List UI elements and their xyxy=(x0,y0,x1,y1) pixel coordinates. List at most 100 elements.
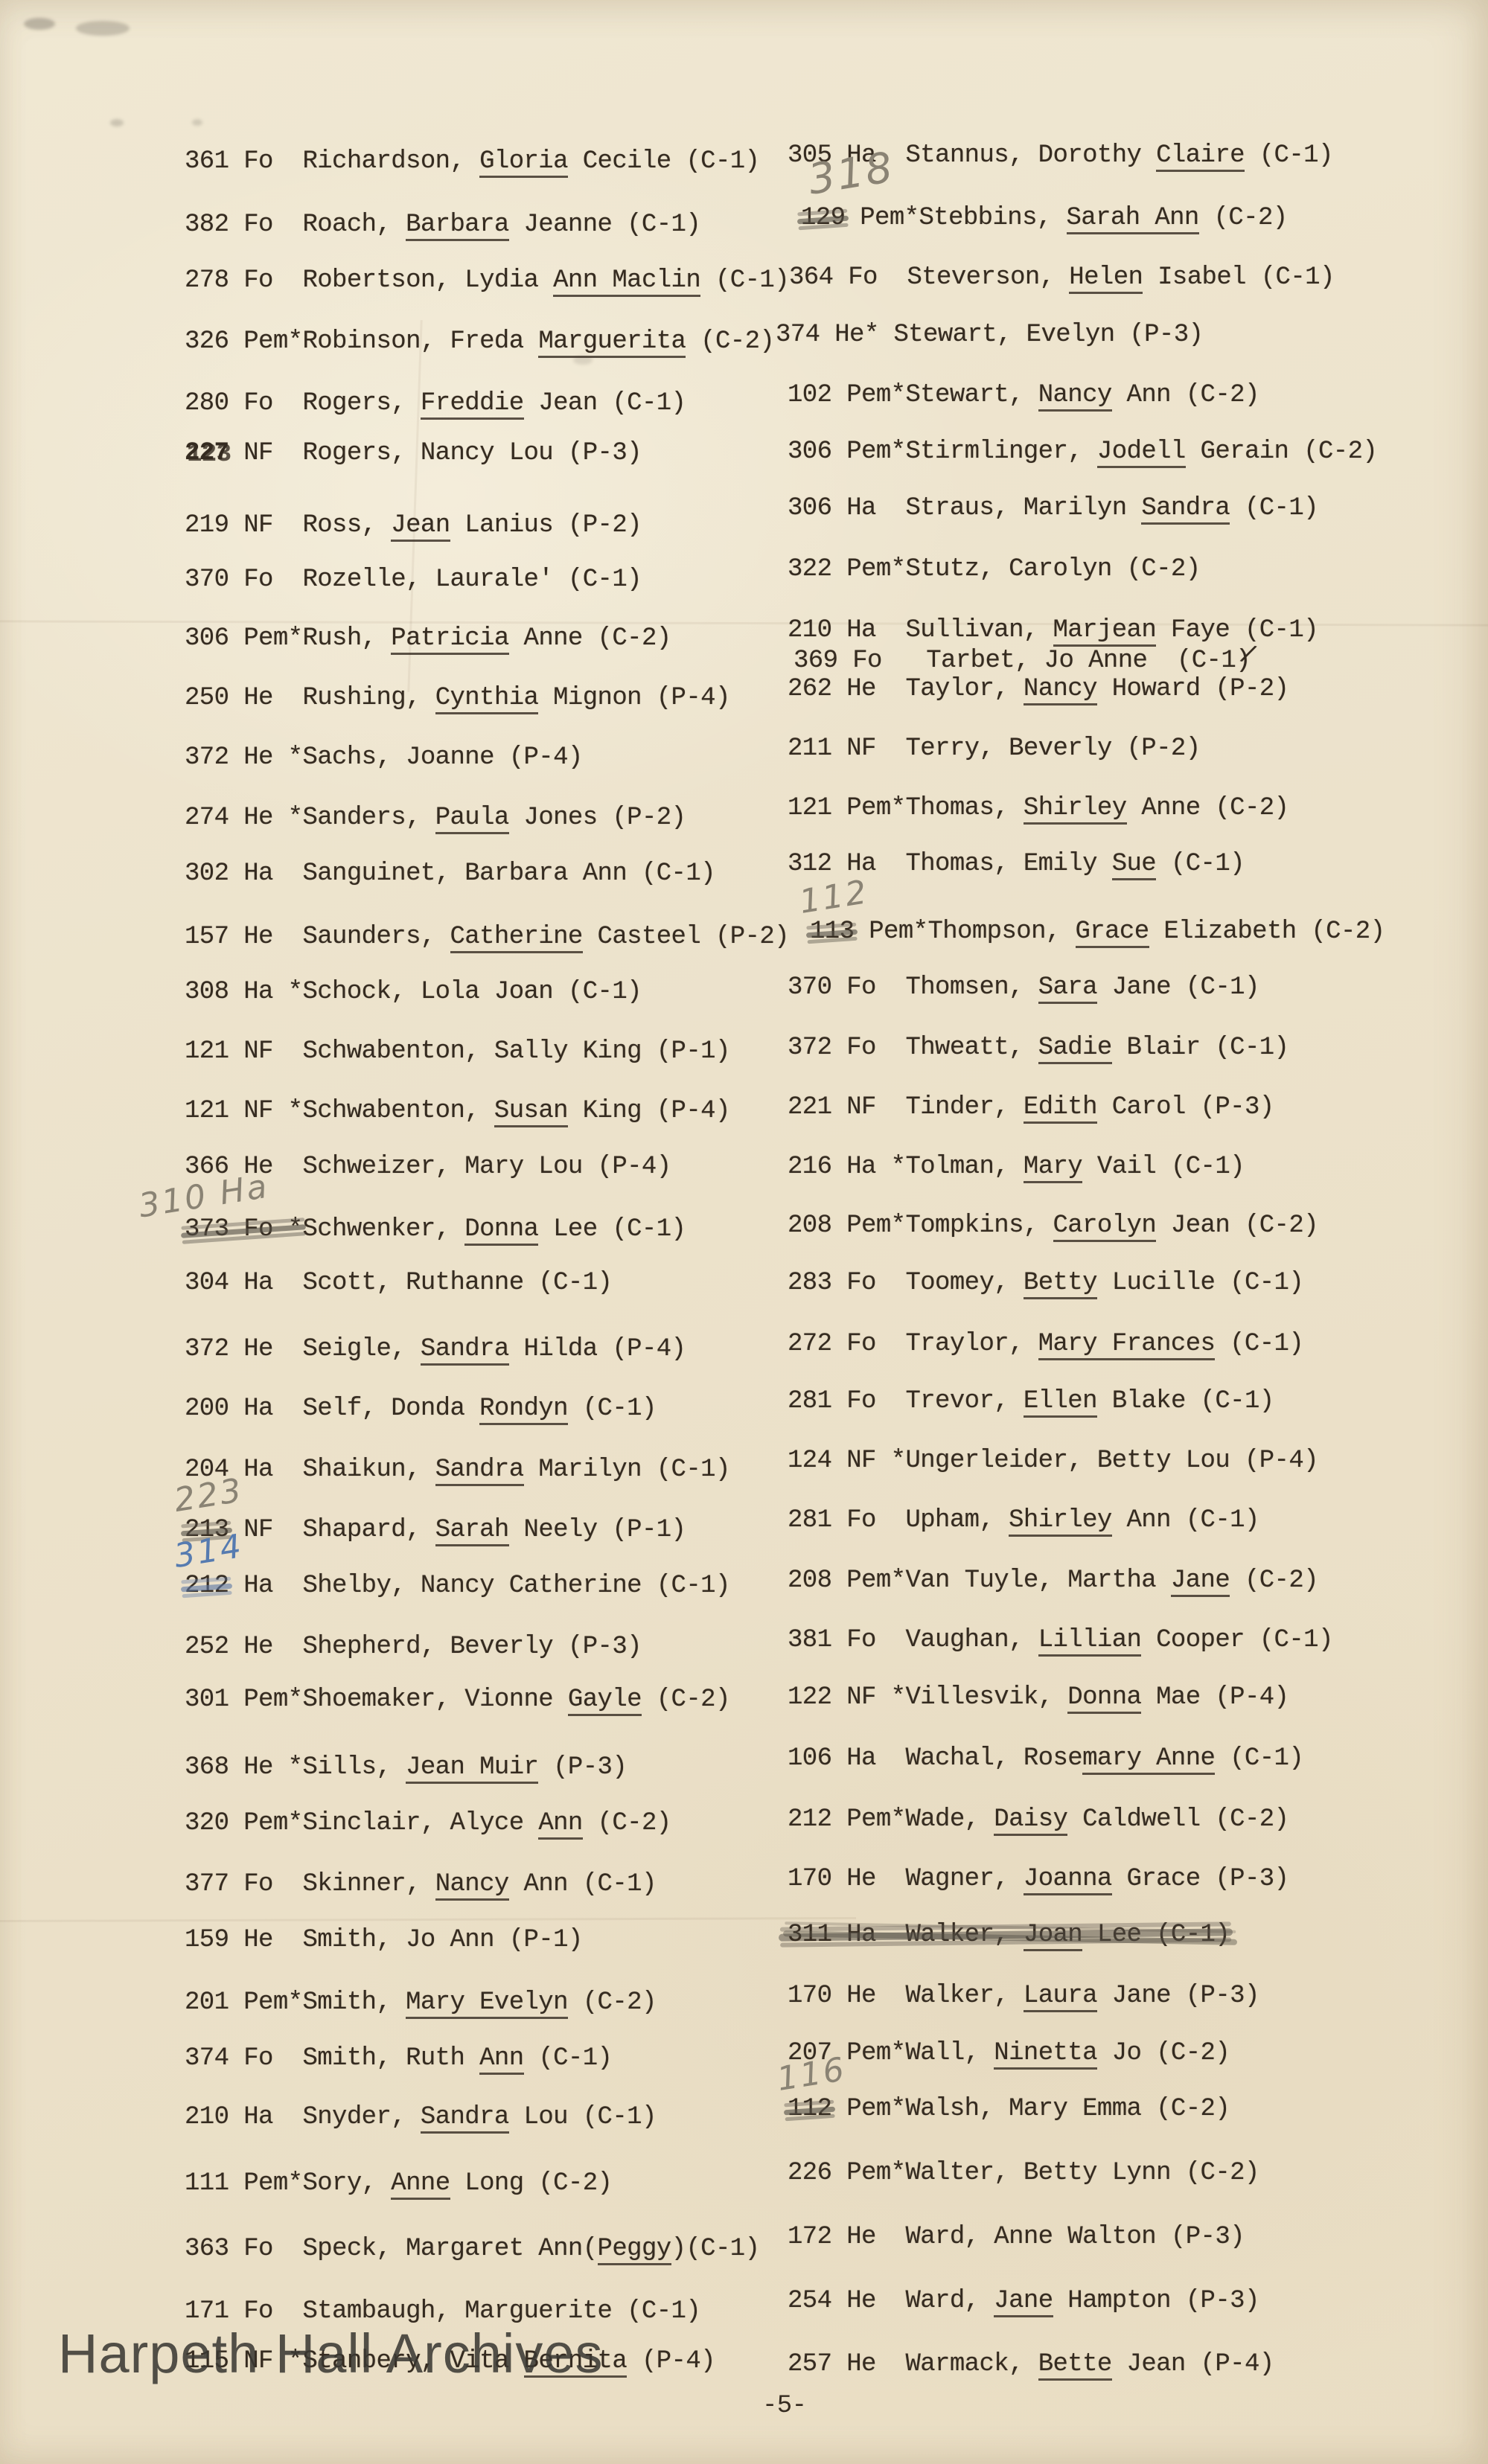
student-entry-text: Smith, Ruth xyxy=(302,2044,480,2073)
dorm-code: Fo xyxy=(243,2235,303,2263)
student-entry-text: Shelby, Nancy Catherine (C-1) xyxy=(302,1572,730,1600)
student-entry-text: Anne (C-2) xyxy=(508,624,672,653)
room-number: 212 xyxy=(788,1805,832,1834)
directory-row: 305 Ha Stannus, Dorothy Claire (C-1) xyxy=(788,141,1333,172)
student-name-underlined: Ninetta xyxy=(994,2039,1098,2070)
student-entry-text: Saunders, xyxy=(302,923,450,951)
room-number: 250 xyxy=(185,684,229,712)
student-entry-text: (P-4) xyxy=(627,2347,716,2375)
student-entry-text: Robertson, Lydia xyxy=(302,266,554,295)
dorm-code: He xyxy=(243,1926,303,1954)
row-text: 281 Fo Upham, Shirley Ann (C-1) xyxy=(788,1506,1260,1537)
directory-row: 361 Fo Richardson, Gloria Cecile (C-1) xyxy=(185,147,760,178)
room-number: 121 xyxy=(788,794,832,822)
room-number: 368 xyxy=(185,1753,229,1782)
student-name-underlined: Barbara xyxy=(406,211,509,241)
student-entry-text: Lucille (C-1) xyxy=(1096,1269,1304,1297)
directory-row: 204 Ha Shaikun, Sandra Marilyn (C-1) xyxy=(185,1456,730,1486)
row-text: 208 Pem*Van Tuyle, Martha Jane (C-2) xyxy=(788,1567,1319,1597)
student-entry-text: Lanius (P-2) xyxy=(450,511,642,540)
pencil-smudge xyxy=(24,18,55,30)
dorm-code: He* xyxy=(834,321,894,349)
row-text: 200 Ha Self, Donda Rondyn (C-1) xyxy=(185,1395,657,1425)
dorm-code: Fo xyxy=(848,263,907,292)
student-name-underlined: Freddie xyxy=(420,389,524,420)
student-entry-text: (C-1) xyxy=(1215,1744,1304,1773)
row-text: 262 He Taylor, Nancy Howard (P-2) xyxy=(788,675,1289,705)
student-name-underlined: Daisy xyxy=(994,1805,1068,1836)
room-number: 363 xyxy=(185,2235,229,2263)
student-entry-text: (C-1) xyxy=(1215,1330,1304,1358)
student-entry-text: Seigle, xyxy=(302,1335,421,1363)
dorm-code: Fo xyxy=(846,1330,906,1358)
directory-row: 306 Pem*Stirmlinger, Jodell Gerain (C-2) xyxy=(788,438,1378,468)
dorm-code: NF * xyxy=(243,2347,303,2375)
dorm-code: Ha * xyxy=(243,978,303,1006)
row-text: 219 NF Ross, Jean Lanius (P-2) xyxy=(185,511,642,542)
room-number: 112 xyxy=(788,2095,832,2123)
student-name-underlined: Donna xyxy=(1067,1683,1142,1714)
directory-row: 201 Pem*Smith, Mary Evelyn (C-2) xyxy=(185,1988,657,2019)
dorm-code: Ha xyxy=(243,1456,303,1484)
student-entry-text: Vaughan, xyxy=(905,1626,1038,1654)
student-entry-text: Lou (C-1) xyxy=(508,2103,657,2131)
directory-row: 121 NF Schwabenton, Sally King (P-1) xyxy=(185,1037,730,1066)
dorm-code: Pem* xyxy=(243,624,303,653)
student-name-underlined: Sandra xyxy=(420,2103,509,2134)
student-entry-text: Sullivan, xyxy=(905,616,1053,644)
directory-row: 302 Ha Sanguinet, Barbara Ann (C-1) xyxy=(185,860,716,889)
room-number: 102 xyxy=(788,381,832,409)
row-text: 226 Pem*Walter, Betty Lynn (C-2) xyxy=(788,2159,1259,2188)
row-text: 121 NF *Schwabenton, Susan King (P-4) xyxy=(185,1097,730,1127)
row-text: 123 227 NF Rogers, Nancy Lou (P-3) xyxy=(185,439,642,469)
room-number: 254 xyxy=(788,2287,832,2315)
student-entry-text: Stirmlinger, xyxy=(905,438,1097,466)
directory-row: 115 NF *Stanbery, Vita Bernita (P-4) xyxy=(185,2347,716,2378)
directory-row: 281 Fo Trevor, Ellen Blake (C-1) xyxy=(788,1387,1274,1418)
dorm-code: He xyxy=(243,684,303,712)
dorm-code: He xyxy=(846,675,906,703)
room-number: 210 xyxy=(788,616,832,644)
student-name-underlined: Catherine xyxy=(450,923,583,953)
dorm-code: NF xyxy=(846,1093,906,1121)
directory-row: 363 Fo Speck, Margaret Ann(Peggy)(C-1) xyxy=(185,2235,760,2265)
row-text: 368 He *Sills, Jean Muir (P-3) xyxy=(185,1753,628,1784)
student-name-underlined: Ann xyxy=(479,2044,524,2075)
student-entry-text: Ungerleider, Betty Lou (P-4) xyxy=(905,1447,1318,1475)
directory-row: 170 He Walker, Laura Jane (P-3) xyxy=(788,1982,1259,2012)
student-entry-text: Ann (C-1) xyxy=(1111,1506,1260,1535)
row-text: 122 NF *Villesvik, Donna Mae (P-4) xyxy=(788,1683,1289,1714)
dorm-code: He xyxy=(846,1865,906,1893)
dorm-code: He xyxy=(243,923,303,951)
student-name-underlined: Sandra xyxy=(435,1456,524,1486)
directory-row: 102 Pem*Stewart, Nancy Ann (C-2) xyxy=(788,381,1259,412)
room-number: 326 xyxy=(185,327,229,356)
student-name-underlined: Anne xyxy=(391,2169,450,2200)
dorm-code: Pem* xyxy=(846,1567,906,1595)
directory-row: 278 Fo Robertson, Lydia Ann Maclin (C-1) xyxy=(185,266,790,297)
row-text: 274 He *Sanders, Paula Jones (P-2) xyxy=(185,804,686,834)
dorm-code: Pem* xyxy=(243,1686,303,1714)
student-entry-text: Carol (P-3) xyxy=(1096,1093,1274,1121)
student-name-underlined: Mary Frances xyxy=(1038,1330,1216,1360)
directory-row: 159 He Smith, Jo Ann (P-1) xyxy=(185,1926,583,1955)
directory-row: 170 He Wagner, Joanna Grace (P-3) xyxy=(788,1865,1289,1895)
student-entry-text: Stannus, Dorothy xyxy=(905,141,1157,170)
student-name-underlined: Paula xyxy=(435,804,509,834)
room-number: 121 xyxy=(185,1097,229,1125)
dorm-code: NF * xyxy=(243,1097,303,1125)
room-number-ghost: 123 xyxy=(187,441,231,469)
student-name-underlined: Mary xyxy=(1023,1153,1083,1183)
student-entry-text: Elizabeth (C-2) xyxy=(1149,918,1385,946)
room-number: 382 xyxy=(185,211,229,239)
student-entry-text: Isabel (C-1) xyxy=(1143,263,1335,292)
student-name-underlined: Grace xyxy=(1075,918,1149,948)
student-entry-text: Traylor, xyxy=(905,1330,1038,1358)
student-entry-text: Marilyn (C-1) xyxy=(523,1456,730,1484)
student-entry-text: Tinder, xyxy=(905,1093,1024,1121)
row-text: 373 Fo *Schwenker, Donna Lee (C-1) xyxy=(185,1215,686,1246)
dorm-code: Pem* xyxy=(846,438,906,466)
student-name-underlined: Sue xyxy=(1111,850,1157,880)
handwritten-room-number: 223 xyxy=(171,1471,246,1520)
student-entry-text: Snyder, xyxy=(302,2103,421,2131)
